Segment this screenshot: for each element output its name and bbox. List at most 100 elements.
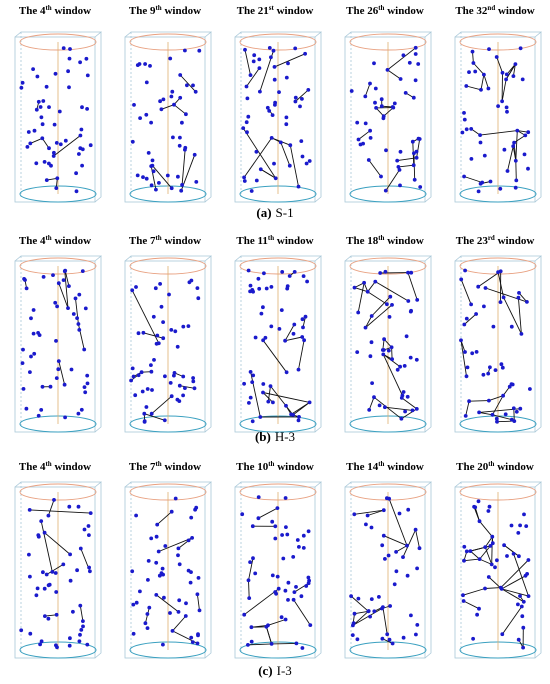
ae-point [418, 185, 423, 189]
crack-link [407, 272, 418, 301]
ae-point [412, 177, 417, 182]
crack-link [470, 550, 480, 560]
crack-link [477, 270, 501, 288]
ae-point [53, 71, 58, 76]
ae-point [256, 516, 261, 521]
crack-links [130, 290, 195, 422]
ae-point [413, 52, 418, 56]
ae-point [66, 306, 70, 310]
ae-point [28, 574, 32, 579]
ae-point [154, 187, 158, 192]
ae-point [503, 412, 508, 417]
crack-link [472, 51, 474, 64]
ae-point [468, 549, 473, 553]
ae-point [195, 286, 200, 290]
ae-point [516, 295, 521, 300]
ae-point [257, 57, 262, 62]
ae-point [80, 163, 84, 168]
ae-point [261, 390, 265, 395]
ae-point [25, 145, 30, 149]
crack-link [130, 371, 142, 381]
ae-point [294, 641, 299, 646]
ae-point [493, 565, 497, 570]
crack-link [401, 397, 418, 410]
ae-point [194, 180, 199, 184]
ae-point [381, 352, 386, 357]
ae-point [188, 580, 193, 585]
crack-link [30, 137, 43, 144]
ae-point [154, 534, 159, 539]
crack-link [179, 74, 197, 93]
ae-points [130, 496, 202, 647]
ae-point [248, 370, 253, 374]
ae-point [24, 286, 29, 291]
ae-point [27, 552, 31, 557]
row-caption: (b) H-3 [255, 429, 295, 444]
crack-link [248, 580, 250, 599]
ae-point [178, 95, 183, 100]
ae-point [464, 84, 469, 88]
ae-point [381, 116, 386, 121]
ae-point [169, 328, 174, 332]
ae-point [20, 361, 25, 365]
crack-link [156, 594, 179, 613]
crack-link [463, 558, 480, 562]
ae-point [77, 152, 81, 156]
ae-point [264, 286, 269, 291]
ae-point [161, 97, 166, 102]
ae-point [54, 186, 59, 191]
ae-point [270, 113, 275, 117]
crack-link [387, 47, 416, 71]
ae-point [307, 400, 312, 405]
ae-point [486, 371, 491, 376]
ae-point [183, 614, 188, 618]
ae-point [283, 338, 287, 343]
ae-point [471, 636, 475, 641]
ae-point [141, 330, 146, 335]
ae-point [248, 283, 253, 288]
ae-point [276, 586, 281, 591]
ae-point [386, 348, 391, 353]
ae-point [409, 308, 413, 313]
ae-point [73, 296, 78, 301]
ae-point [196, 632, 200, 636]
crack-link [367, 509, 384, 516]
ae-point [154, 560, 159, 565]
ae-point [168, 381, 173, 385]
ae-point [32, 128, 37, 133]
ae-point [509, 523, 514, 528]
ae-point [85, 373, 90, 378]
ae-point [54, 590, 59, 594]
ae-point [511, 144, 516, 149]
ae-point [505, 109, 509, 114]
ae-point [254, 149, 259, 154]
ae-point [144, 80, 149, 85]
ae-point [514, 409, 519, 414]
ae-point [76, 504, 81, 509]
ae-point [398, 364, 402, 369]
ae-point [396, 165, 401, 169]
ae-point [63, 138, 68, 143]
crack-link [262, 392, 274, 403]
crack-link [387, 69, 401, 80]
panel: The 32nd window [454, 4, 543, 203]
ae-point [369, 340, 374, 345]
panel: The 4th window [14, 460, 103, 659]
ae-point [242, 175, 247, 180]
ae-point [398, 77, 403, 81]
ae-point [53, 571, 58, 575]
ae-point [298, 104, 302, 109]
ae-point [500, 632, 505, 637]
ae-point [486, 509, 491, 513]
ae-point [383, 405, 387, 410]
ae-point [273, 100, 277, 105]
crack-links [242, 49, 309, 187]
ae-point [414, 407, 419, 411]
crack-link [58, 283, 69, 309]
ae-point [519, 332, 524, 336]
ae-point [405, 573, 410, 578]
ae-point [362, 280, 366, 285]
ae-point [22, 277, 26, 281]
ae-point [272, 161, 276, 166]
ae-point [50, 570, 55, 574]
